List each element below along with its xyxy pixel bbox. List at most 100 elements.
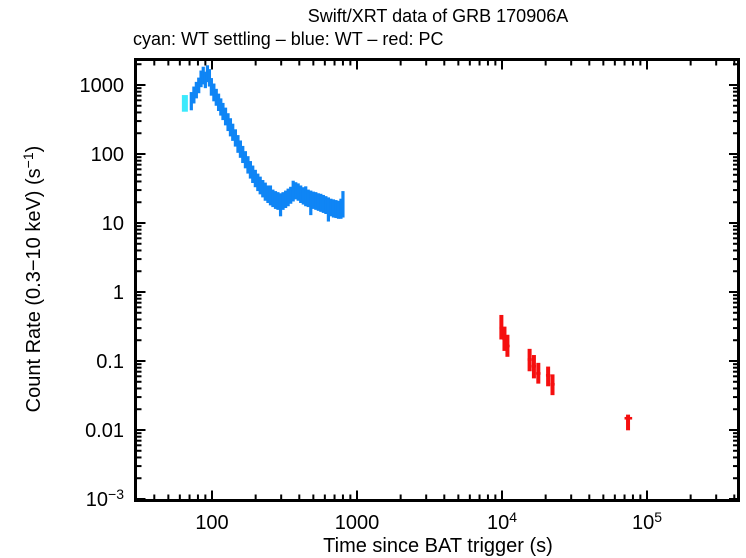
error-bar bbox=[309, 190, 313, 216]
error-bar bbox=[197, 77, 201, 94]
error-bar bbox=[266, 185, 270, 203]
error-bar bbox=[205, 65, 210, 83]
error-bar bbox=[214, 88, 218, 106]
error-bar bbox=[294, 182, 298, 200]
error-bar bbox=[284, 190, 288, 208]
error-bar bbox=[339, 198, 343, 219]
error-bar bbox=[258, 176, 262, 195]
error-bar bbox=[341, 191, 345, 218]
y-axis-title-superscript: −1 bbox=[20, 152, 36, 168]
plot-frame bbox=[134, 58, 740, 502]
y-tick-label: 1 bbox=[113, 282, 124, 304]
error-bar bbox=[319, 193, 323, 212]
y-axis-title-text: Count Rate (0.3−10 keV) (s bbox=[23, 168, 45, 412]
error-bar bbox=[223, 107, 228, 126]
error-bar bbox=[216, 93, 221, 111]
x-tick-label: 104 bbox=[487, 509, 517, 534]
error-bar bbox=[228, 118, 233, 137]
y-tick-label: 0.01 bbox=[85, 420, 124, 442]
error-bar bbox=[299, 185, 303, 203]
error-bar bbox=[301, 187, 305, 205]
error-bar bbox=[253, 169, 257, 188]
y-tick-label: 100 bbox=[91, 144, 124, 166]
error-bar bbox=[314, 192, 318, 210]
error-bar bbox=[321, 194, 325, 213]
error-bar bbox=[192, 86, 196, 104]
error-bar bbox=[273, 191, 278, 209]
y-tick-label: 10−3 bbox=[86, 486, 124, 511]
error-bar-horizontal bbox=[531, 364, 536, 368]
y-tick-label: 0.1 bbox=[96, 351, 124, 373]
error-bar bbox=[311, 191, 315, 209]
y-axis-title: Count Rate (0.3−10 keV) (s−1) bbox=[20, 146, 45, 413]
error-bar-horizontal bbox=[502, 337, 507, 341]
error-bar bbox=[241, 145, 245, 164]
error-bar-horizontal bbox=[550, 382, 555, 386]
error-bar bbox=[306, 189, 310, 208]
error-bar bbox=[209, 78, 213, 96]
error-bar bbox=[248, 161, 252, 179]
x-tick-label: 1000 bbox=[335, 512, 380, 534]
error-bar bbox=[271, 189, 275, 208]
error-bar bbox=[201, 66, 205, 85]
y-tick-label: 1000 bbox=[80, 75, 125, 97]
error-bar bbox=[261, 179, 265, 198]
error-bar bbox=[251, 165, 255, 183]
error-bar bbox=[203, 71, 207, 89]
error-bar bbox=[263, 182, 267, 201]
error-bar-horizontal bbox=[505, 344, 510, 348]
error-bar bbox=[256, 173, 260, 192]
y-axis-title-close: ) bbox=[23, 146, 45, 153]
y-tick-label: 10 bbox=[102, 213, 124, 235]
x-tick-label: 105 bbox=[632, 509, 662, 534]
error-bar bbox=[286, 188, 290, 207]
error-bar bbox=[221, 102, 225, 121]
error-bar-horizontal bbox=[499, 326, 504, 330]
error-bar bbox=[231, 123, 235, 141]
axis-tick-labels: 100 1000 104 105 1000 100 10 1 0.1 0.01 10−3 bbox=[80, 75, 663, 534]
error-bar bbox=[268, 185, 273, 206]
figure-title: Swift/XRT data of GRB 170906A bbox=[308, 6, 568, 26]
error-bar bbox=[296, 183, 300, 201]
x-axis-title: Time since BAT trigger (s) bbox=[323, 535, 553, 557]
error-bar bbox=[281, 192, 285, 210]
error-bar bbox=[291, 180, 295, 202]
x-tick-label: 100 bbox=[195, 512, 228, 534]
error-bar bbox=[207, 69, 212, 87]
error-bar bbox=[326, 197, 331, 222]
error-bar bbox=[189, 92, 193, 111]
error-bar bbox=[199, 70, 203, 88]
error-bar bbox=[236, 135, 240, 153]
error-bar bbox=[329, 198, 333, 217]
error-bar-horizontal bbox=[536, 372, 541, 375]
error-bar-horizontal bbox=[545, 374, 551, 377]
figure-subtitle: cyan: WT settling – blue: WT – red: PC bbox=[133, 29, 443, 49]
series-wt-settling bbox=[181, 95, 188, 112]
error-bar bbox=[181, 95, 188, 112]
error-bar bbox=[316, 193, 320, 211]
error-bar bbox=[304, 186, 308, 207]
error-bar bbox=[238, 140, 243, 158]
error-bar bbox=[226, 113, 230, 132]
error-bar bbox=[243, 151, 248, 169]
error-bar-horizontal bbox=[527, 358, 532, 361]
error-bar bbox=[331, 199, 336, 218]
series-pc bbox=[499, 314, 633, 431]
error-bar bbox=[278, 193, 283, 217]
error-bar bbox=[289, 186, 293, 204]
error-bar bbox=[246, 156, 250, 174]
error-bar bbox=[219, 98, 223, 116]
error-bar bbox=[194, 81, 198, 99]
error-bar bbox=[212, 83, 216, 102]
data-series-layer bbox=[181, 65, 633, 431]
error-bar bbox=[324, 196, 328, 215]
error-bar-vertical bbox=[626, 414, 631, 431]
error-bar-horizontal bbox=[624, 416, 633, 420]
axis-ticks bbox=[136, 60, 738, 500]
error-bar bbox=[336, 200, 341, 219]
error-bar bbox=[334, 200, 338, 219]
error-bar bbox=[276, 192, 280, 210]
error-bar bbox=[233, 129, 237, 147]
